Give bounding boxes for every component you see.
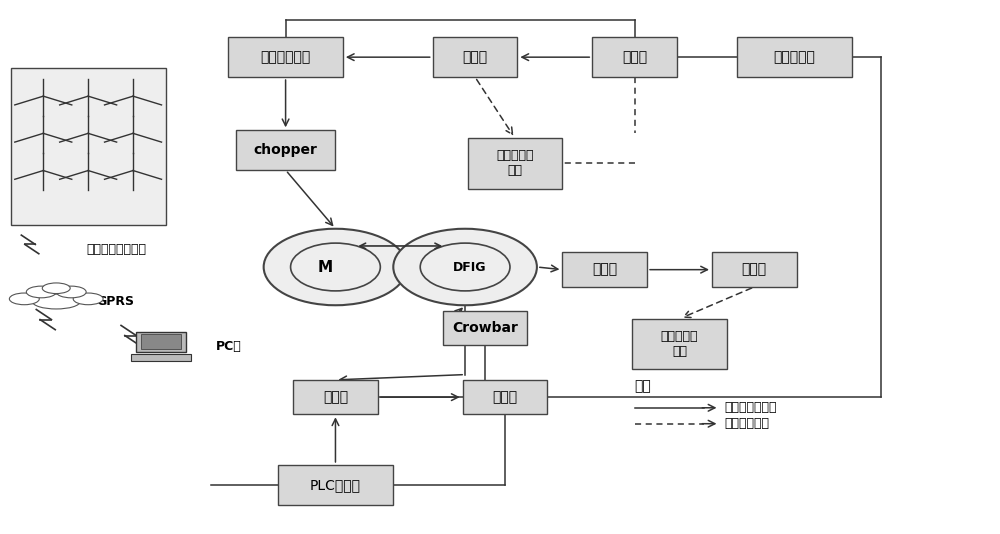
Text: 配电柜: 配电柜 [622, 50, 647, 64]
FancyBboxPatch shape [228, 37, 343, 77]
FancyBboxPatch shape [141, 334, 181, 349]
Ellipse shape [9, 293, 39, 305]
Text: PLC控制器: PLC控制器 [310, 478, 361, 492]
FancyBboxPatch shape [131, 354, 191, 361]
FancyBboxPatch shape [463, 380, 547, 414]
FancyBboxPatch shape [468, 138, 562, 189]
Text: 电能质量分
析仪: 电能质量分 析仪 [496, 150, 534, 177]
Circle shape [393, 229, 537, 305]
FancyBboxPatch shape [632, 319, 727, 369]
Text: 开关柜: 开关柜 [463, 50, 488, 64]
Text: Crowbar: Crowbar [452, 321, 518, 335]
Circle shape [420, 243, 510, 291]
Text: 电能质量分
析仪: 电能质量分 析仪 [661, 330, 698, 358]
Text: PC机: PC机 [216, 340, 242, 353]
FancyBboxPatch shape [737, 37, 852, 77]
FancyBboxPatch shape [136, 332, 186, 352]
Text: 测量分析电路: 测量分析电路 [724, 417, 769, 430]
FancyBboxPatch shape [236, 130, 335, 170]
Text: GPRS: GPRS [96, 295, 134, 308]
Ellipse shape [26, 286, 56, 298]
FancyBboxPatch shape [592, 37, 677, 77]
Ellipse shape [42, 283, 70, 294]
FancyBboxPatch shape [278, 465, 393, 505]
Ellipse shape [56, 286, 86, 298]
Circle shape [291, 243, 380, 291]
FancyBboxPatch shape [712, 253, 797, 287]
FancyBboxPatch shape [11, 68, 166, 224]
FancyBboxPatch shape [562, 253, 647, 287]
FancyBboxPatch shape [443, 311, 527, 345]
Text: 全功率变频器: 全功率变频器 [260, 50, 311, 64]
Circle shape [264, 229, 407, 305]
Text: 变频器: 变频器 [323, 390, 348, 404]
Ellipse shape [73, 293, 103, 305]
FancyBboxPatch shape [293, 380, 378, 414]
Text: 电流线路及流向: 电流线路及流向 [724, 401, 777, 414]
Text: DFIG: DFIG [453, 261, 487, 273]
Text: chopper: chopper [254, 143, 318, 157]
Text: M: M [318, 260, 333, 274]
Text: 配电变压器: 配电变压器 [773, 50, 815, 64]
FancyBboxPatch shape [433, 37, 517, 77]
Text: 注释: 注释 [635, 380, 651, 394]
Text: 负载柜: 负载柜 [742, 263, 767, 277]
Text: 开关柜: 开关柜 [492, 390, 518, 404]
Text: 开关柜: 开关柜 [592, 263, 617, 277]
Ellipse shape [32, 294, 80, 309]
Text: 风速风向数据采集: 风速风向数据采集 [86, 243, 146, 256]
